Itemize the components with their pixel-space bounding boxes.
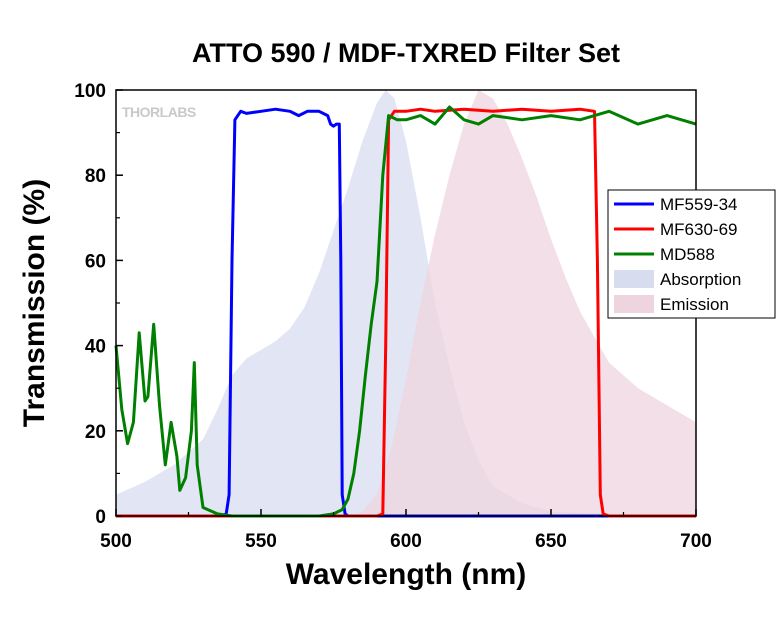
legend: MF559-34 MF630-69 MD588 Absorption Emission (607, 189, 776, 319)
filled-areas (116, 90, 696, 516)
y-tick-label: 40 (85, 337, 106, 358)
x-tick-label: 500 (100, 531, 132, 552)
legend-label: MD588 (660, 245, 715, 264)
emission-legend-swatch (614, 295, 654, 313)
legend-label: Emission (660, 295, 729, 314)
y-tick-label: 60 (85, 251, 106, 272)
chart-title: ATTO 590 / MDF-TXRED Filter Set (192, 38, 620, 68)
mf559-34-line (116, 107, 696, 518)
y-axis-ticks: 0 20 40 60 80 100 (74, 81, 123, 528)
y-tick-label: 100 (74, 81, 106, 102)
x-tick-label: 550 (245, 531, 277, 552)
emission-area (116, 90, 696, 516)
watermark-logo: THORLABS (122, 104, 196, 120)
y-tick-label: 0 (95, 507, 106, 528)
x-tick-label: 650 (535, 531, 567, 552)
absorption-legend-swatch (614, 270, 654, 288)
legend-label: MF559-34 (660, 195, 737, 214)
y-tick-label: 20 (85, 422, 106, 443)
absorption-area (116, 90, 696, 516)
y-axis-title: Transmission (%) (18, 179, 51, 427)
x-axis-ticks: 500 550 600 650 700 (100, 509, 712, 552)
x-tick-label: 600 (390, 531, 422, 552)
mf630-69-line (116, 107, 696, 518)
y-tick-label: 80 (85, 166, 106, 187)
x-axis-title: Wavelength (nm) (286, 558, 527, 591)
x-tick-label: 700 (680, 531, 712, 552)
legend-label: MF630-69 (660, 220, 737, 239)
legend-label: Absorption (660, 270, 741, 289)
